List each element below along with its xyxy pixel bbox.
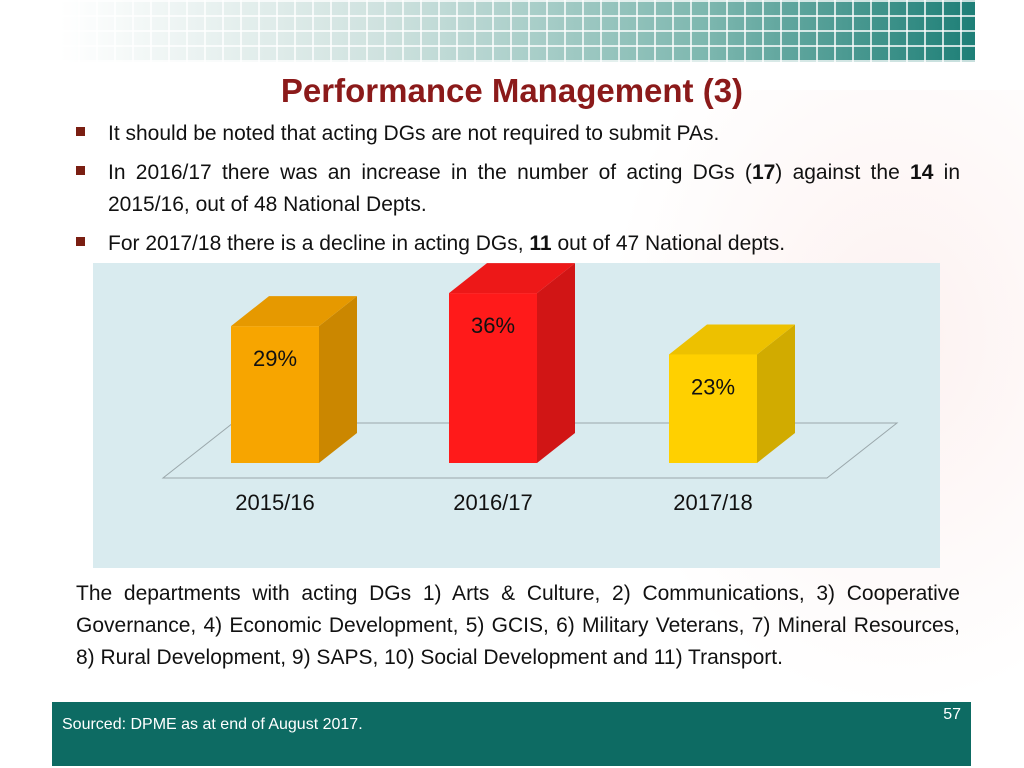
square-bullet-icon <box>76 166 85 175</box>
x-tick-label: 2017/18 <box>673 490 753 515</box>
bar-2016-17 <box>449 263 575 463</box>
bar-2017-18 <box>669 324 795 463</box>
bullet-2-count-2015: 14 <box>910 161 934 184</box>
bullet-2-text-c: in 2015/16, out of 48 National Depts. <box>108 161 961 216</box>
bar-side <box>757 324 795 463</box>
slide-title: Performance Management (3) <box>280 72 744 109</box>
bullet-3-text-b: out of 47 National depts. <box>551 232 786 255</box>
bar-top <box>449 263 575 294</box>
source-note: Sourced: DPME as at end of August 2017. <box>62 716 363 733</box>
slide-number: 57 <box>943 706 961 723</box>
bullet-item-3: For 2017/18 there is a decline in acting… <box>72 228 960 260</box>
data-label: 29% <box>253 346 297 371</box>
bullet-item-1: It should be noted that acting DGs are n… <box>72 118 960 150</box>
bar-2015-16 <box>231 296 357 463</box>
footer-bar: Sourced: DPME as at end of August 2017. … <box>52 702 971 766</box>
bar-front <box>449 293 537 463</box>
bullet-2-count-2016: 17 <box>751 161 776 184</box>
bullet-2-text-a: In 2016/17 there was an increase in the … <box>108 161 752 184</box>
header-decoration <box>60 0 975 62</box>
departments-note: The departments with acting DGs 1) Arts … <box>76 582 960 669</box>
bar-front <box>231 326 319 463</box>
bars-layer: 29% 36% 23% <box>231 263 795 463</box>
bar-top <box>231 296 357 327</box>
x-axis-ticks: 2015/16 2016/17 2017/18 <box>235 490 753 515</box>
square-bullet-icon <box>76 127 85 136</box>
bullet-list: It should be noted that acting DGs are n… <box>72 118 960 267</box>
bar-front <box>669 354 757 463</box>
bullet-2-text-b: ) against the <box>775 161 911 184</box>
x-tick-label: 2015/16 <box>235 490 315 515</box>
x-tick-label: 2016/17 <box>453 490 533 515</box>
bar-side <box>319 296 357 463</box>
bullet-1-text: It should be noted that acting DGs are n… <box>108 122 720 145</box>
bullet-item-2: In 2016/17 there was an increase in the … <box>72 157 960 221</box>
chart-panel: 29% 36% 23% 2015/16 2016/17 2017/18 <box>93 263 940 568</box>
bullet-3-text-a: For 2017/18 there is a decline in acting… <box>108 232 530 255</box>
data-label: 36% <box>471 313 515 338</box>
bullet-3-count-2017: 11 <box>529 232 552 255</box>
bar-side <box>537 263 575 463</box>
data-label: 23% <box>691 374 735 399</box>
header-grid-pattern <box>60 0 975 62</box>
square-bullet-icon <box>76 237 85 246</box>
bar-chart: 29% 36% 23% 2015/16 2016/17 2017/18 <box>161 263 899 515</box>
chart-floor <box>161 422 899 479</box>
bar-top <box>669 324 795 355</box>
